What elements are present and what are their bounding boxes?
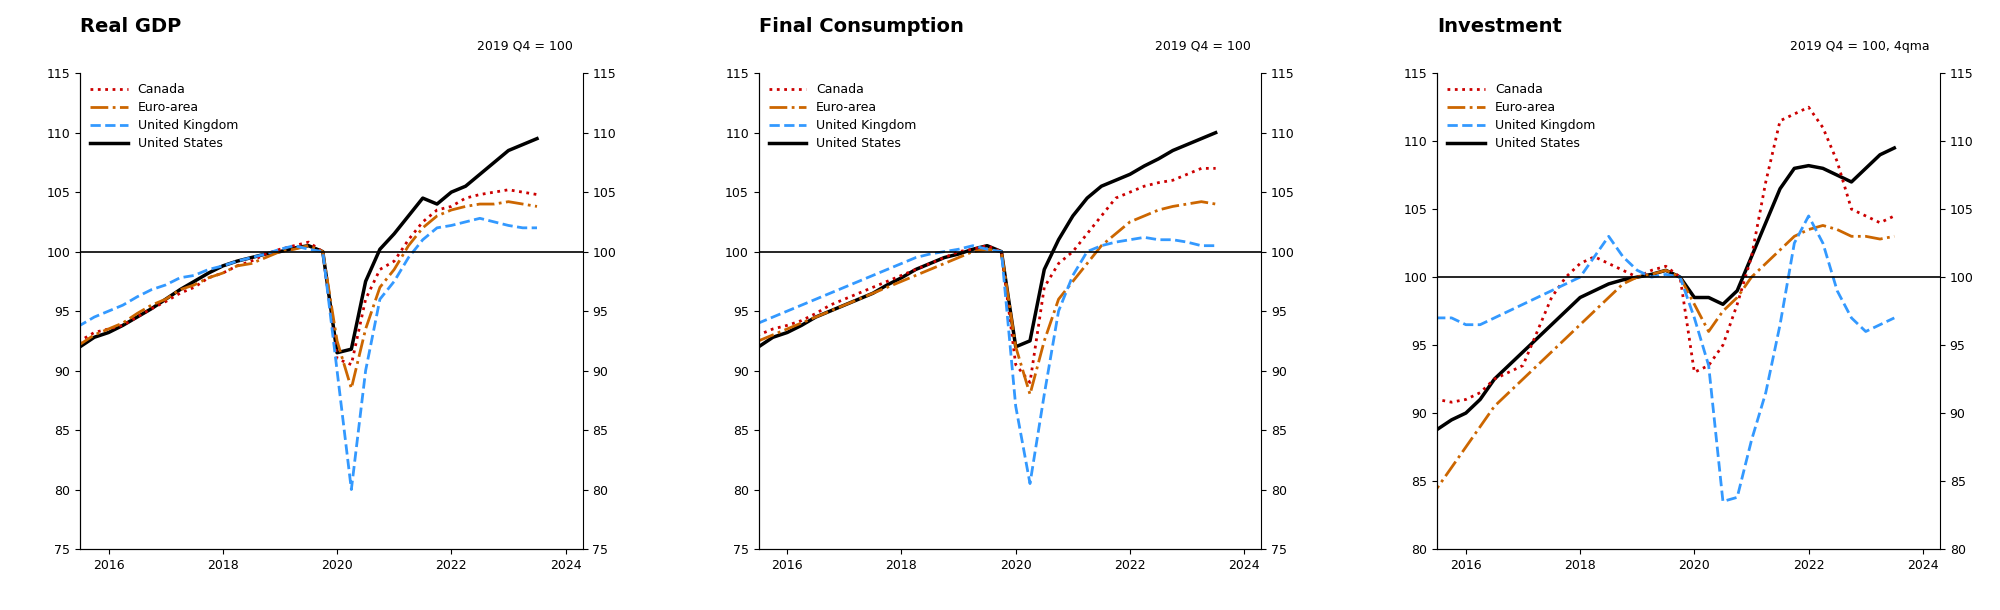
Text: Real GDP: Real GDP — [80, 16, 182, 35]
Text: 2019 Q4 = 100: 2019 Q4 = 100 — [1156, 40, 1252, 53]
Text: 2019 Q4 = 100: 2019 Q4 = 100 — [476, 40, 572, 53]
Legend: Canada, Euro-area, United Kingdom, United States: Canada, Euro-area, United Kingdom, Unite… — [764, 79, 920, 154]
Text: Final Consumption: Final Consumption — [758, 16, 964, 35]
Text: Investment: Investment — [1438, 16, 1562, 35]
Legend: Canada, Euro-area, United Kingdom, United States: Canada, Euro-area, United Kingdom, Unite… — [1444, 79, 1598, 154]
Legend: Canada, Euro-area, United Kingdom, United States: Canada, Euro-area, United Kingdom, Unite… — [86, 79, 242, 154]
Text: 2019 Q4 = 100, 4qma: 2019 Q4 = 100, 4qma — [1790, 40, 1930, 53]
